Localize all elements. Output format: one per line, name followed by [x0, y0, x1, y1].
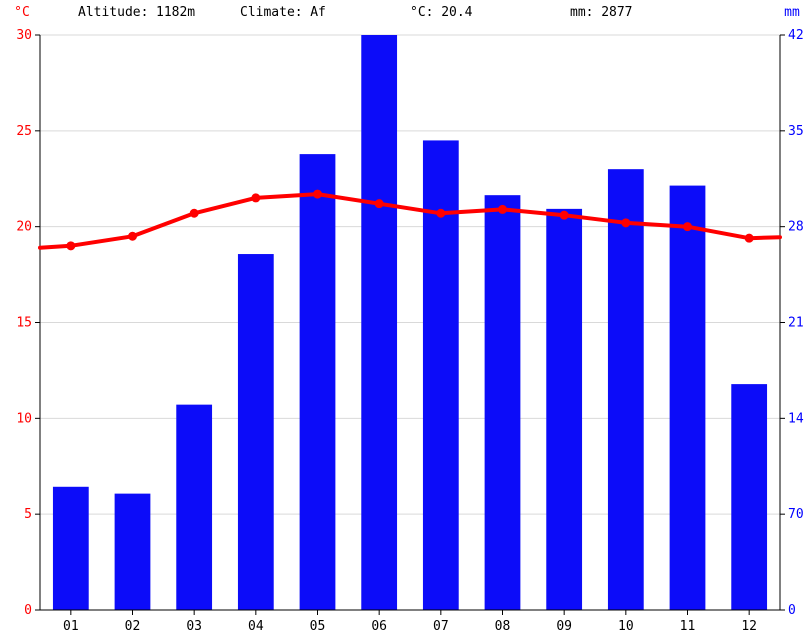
precip-bar [53, 487, 89, 610]
temp-marker [560, 211, 568, 219]
x-tick-label: 03 [186, 619, 202, 634]
right-axis-title: mm [784, 5, 800, 20]
header-value: Af [310, 5, 326, 20]
temp-marker [622, 219, 630, 227]
precip-bar [361, 35, 397, 610]
temp-marker [190, 209, 198, 217]
right-tick-label: 280 [788, 220, 804, 235]
precip-bar [238, 254, 274, 610]
header-item: °C: 20.4 [410, 5, 473, 20]
x-tick-label: 12 [741, 619, 757, 634]
x-tick-label: 05 [310, 619, 326, 634]
right-tick-label: 0 [788, 603, 796, 618]
precip-bar [300, 154, 336, 610]
left-axis-title: °C [14, 5, 30, 20]
x-tick-label: 04 [248, 619, 264, 634]
temp-marker [745, 234, 753, 242]
right-tick-label: 420 [788, 28, 804, 43]
left-tick-label: 15 [16, 316, 32, 331]
temp-marker [67, 242, 75, 250]
x-tick-label: 11 [680, 619, 696, 634]
chart-svg: 0102030405060708091011120510152025300701… [0, 0, 804, 642]
header-label: mm: [570, 5, 593, 20]
temp-marker [129, 232, 137, 240]
temp-marker [252, 194, 260, 202]
left-tick-label: 5 [24, 507, 32, 522]
right-tick-label: 350 [788, 124, 804, 139]
left-tick-label: 0 [24, 603, 32, 618]
left-tick-label: 20 [16, 220, 32, 235]
left-tick-label: 30 [16, 28, 32, 43]
climate-chart: 0102030405060708091011120510152025300701… [0, 0, 804, 642]
left-tick-label: 10 [16, 411, 32, 426]
precip-bar [608, 169, 644, 610]
x-tick-label: 07 [433, 619, 449, 634]
precip-bar [670, 186, 706, 610]
x-tick-label: 06 [371, 619, 387, 634]
precip-bar [485, 195, 521, 610]
x-tick-label: 01 [63, 619, 79, 634]
header-value: 1182m [156, 5, 195, 20]
header-value: 20.4 [441, 5, 472, 20]
x-tick-label: 10 [618, 619, 634, 634]
precip-bar [176, 405, 212, 610]
right-tick-label: 70 [788, 507, 804, 522]
temp-marker [375, 200, 383, 208]
header-label: Climate: [240, 5, 303, 20]
temp-marker [499, 205, 507, 213]
header-label: Altitude: [78, 5, 148, 20]
x-tick-label: 02 [125, 619, 141, 634]
right-tick-label: 140 [788, 411, 804, 426]
temp-marker [437, 209, 445, 217]
header-label: °C: [410, 5, 433, 20]
precip-bar [731, 384, 767, 610]
right-tick-label: 210 [788, 316, 804, 331]
precip-bar [546, 209, 582, 610]
temp-marker [314, 190, 322, 198]
header-item: mm: 2877 [570, 5, 633, 20]
header-item: Climate: Af [240, 5, 326, 20]
header-item: Altitude: 1182m [78, 5, 195, 20]
left-tick-label: 25 [16, 124, 32, 139]
precip-bar [115, 494, 151, 610]
x-tick-label: 08 [495, 619, 511, 634]
x-tick-label: 09 [556, 619, 572, 634]
header-value: 2877 [601, 5, 632, 20]
temp-marker [684, 223, 692, 231]
